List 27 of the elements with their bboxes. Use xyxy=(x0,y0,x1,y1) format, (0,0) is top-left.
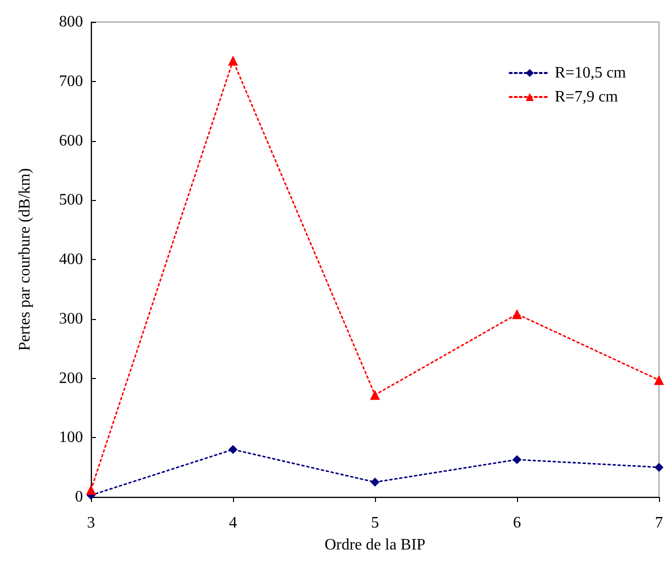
point xyxy=(512,455,522,464)
y-tick-label: 300 xyxy=(59,310,83,328)
point xyxy=(228,56,238,66)
y-tick-label: 600 xyxy=(59,132,83,150)
x-tick-label: 4 xyxy=(229,514,237,532)
x-tick-label: 6 xyxy=(513,514,521,532)
x-axis-title: Ordre de la BIP xyxy=(324,536,426,554)
y-axis-title: Pertes par courbure (dB/km) xyxy=(16,168,34,351)
y-tick-label: 700 xyxy=(59,72,83,90)
legend-label: R=7,9 cm xyxy=(554,88,619,106)
y-tick-label: 0 xyxy=(75,488,83,506)
x-tick-label: 3 xyxy=(87,514,95,532)
point xyxy=(86,484,96,495)
y-tick-label: 800 xyxy=(59,14,83,30)
point xyxy=(512,309,522,320)
x-tick-label: 7 xyxy=(655,514,663,532)
y-tick-label: 500 xyxy=(59,192,83,209)
point xyxy=(654,462,664,472)
y-tick-label: 100 xyxy=(59,429,83,446)
point xyxy=(370,390,380,400)
point xyxy=(654,375,664,386)
y-tick-label: 200 xyxy=(59,370,83,387)
legend-label: R=10,5 cm xyxy=(554,64,627,82)
y-tick-label: 400 xyxy=(59,251,83,268)
point xyxy=(228,445,238,454)
point xyxy=(370,478,380,487)
x-tick-label: 5 xyxy=(371,514,379,532)
